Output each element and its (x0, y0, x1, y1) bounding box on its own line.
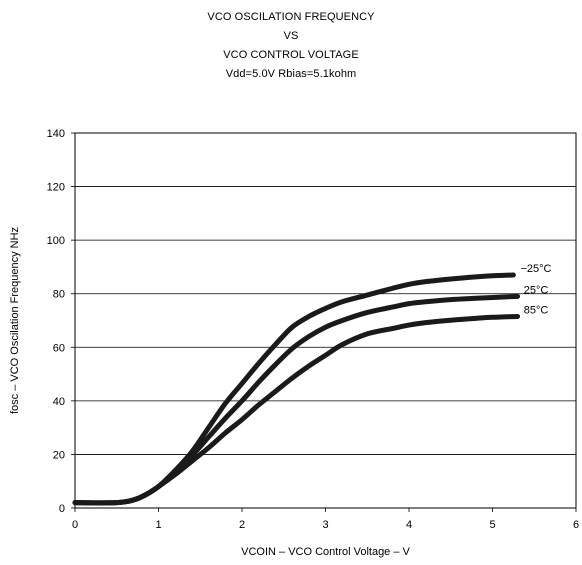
chart-subtitle: Vdd=5.0V Rbias=5.1kohm (225, 68, 357, 80)
y-axis-label: fosc – VCO Oscilation Frequency NHz (9, 227, 21, 414)
chart-title: VCO OSCILATION FREQUENCY VS VCO CONTROL … (0, 8, 582, 84)
y-tick-label: 100 (47, 235, 65, 247)
chart-title-line: VCO OSCILATION FREQUENCY (207, 11, 375, 23)
x-tick-label: 3 (322, 519, 328, 531)
y-tick-label: 60 (53, 342, 65, 354)
x-tick-label: 6 (573, 519, 579, 531)
series-line (72, 293, 521, 506)
x-axis-label: VCOIN – VCO Control Voltage – V (241, 546, 410, 558)
horizontal-grid (75, 186, 576, 455)
y-tick-label: 80 (53, 289, 65, 301)
x-tick-label: 1 (155, 519, 161, 531)
x-tick-label: 2 (239, 519, 245, 531)
series-line (72, 313, 521, 506)
axis-ticks: 0 20 40 60 80 100 120 140 0 1 2 3 4 5 6 (47, 128, 579, 531)
y-tick-label: 140 (47, 128, 65, 140)
y-tick-label: 20 (53, 449, 65, 461)
series-label: 85°C (524, 304, 549, 316)
chart-title-line: VS (283, 30, 299, 42)
plot-border (74, 132, 577, 509)
series-group (72, 272, 521, 506)
series-labels: −25°C 25°C 85°C (520, 263, 551, 317)
series-label: −25°C (520, 263, 551, 275)
y-tick-label: 0 (59, 503, 65, 515)
y-tick-label: 40 (53, 396, 65, 408)
x-tick-label: 0 (72, 519, 78, 531)
y-tick-label: 120 (47, 182, 65, 194)
x-tick-label: 5 (489, 519, 495, 531)
series-line (72, 272, 516, 506)
chart-title-line: VCO CONTROL VOLTAGE (223, 49, 359, 61)
x-tick-label: 4 (406, 519, 412, 531)
series-label: 25°C (524, 284, 549, 296)
plot-frame (74, 132, 577, 509)
